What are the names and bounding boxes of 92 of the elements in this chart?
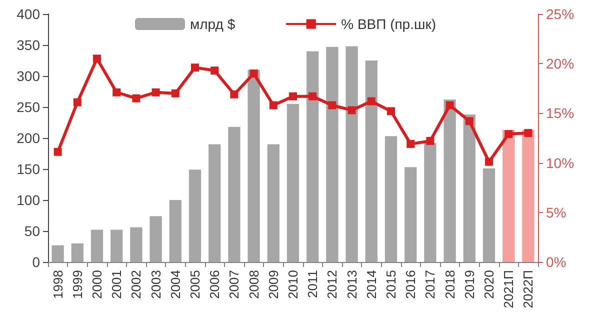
bar [286,104,300,262]
y2-tick-label: 15% [546,105,574,122]
point [524,129,532,138]
point [426,136,434,145]
point [465,117,474,126]
bar [90,230,104,262]
point [132,94,140,102]
bar [404,167,417,262]
x-tick-label: 2005 [188,270,202,299]
x-tick-label: 2015 [384,270,398,299]
point [387,107,395,116]
bar [502,130,515,262]
x-tick-label: 2007 [226,270,242,299]
y-tick-label: 0 [32,254,40,270]
point [210,66,219,75]
point [171,89,180,98]
bar [326,46,338,262]
y-tick-label: 150 [16,161,40,177]
point [348,106,356,114]
x-tick-label: 2004 [168,270,183,299]
x-tick-label: 2001 [109,270,124,299]
x-tick-label: 2009 [266,270,281,299]
point [446,101,454,110]
x-tick-label: 2021П [501,270,516,308]
x-tick-label: 2016 [403,270,418,299]
x-tick-label: 2013 [344,270,360,299]
y-tick-label: 250 [16,99,40,115]
bar [444,100,456,262]
x-tick-label: 2006 [207,270,222,299]
bar [365,60,378,262]
legend-label: % ВВП (пр.шк) [341,16,436,32]
point [406,140,415,148]
point [308,92,317,100]
point [73,98,82,106]
bar [110,230,123,262]
bar [71,243,84,262]
y2-tick-label: 25% [546,6,574,22]
y-tick-label: 400 [16,6,40,22]
legend-label: млрд $ [190,16,236,32]
x-tick-label: 2017 [422,270,438,299]
x-tick-label: 2002 [128,270,144,299]
y2-tick-label: 20% [546,56,574,72]
point [54,148,62,156]
point [485,158,493,166]
x-tick-label: 2010 [286,270,300,299]
bar [228,126,240,262]
y-tick-label: 350 [16,37,40,53]
bar [463,114,476,262]
bar [150,216,162,262]
bar [208,144,221,262]
point [191,64,199,72]
y-tick-label: 100 [16,192,40,208]
y2-tick-label: 5% [546,204,566,220]
y-tick-label: 200 [16,130,40,146]
y2-tick-label: 0% [546,254,566,270]
x-tick-label: 2003 [148,270,164,299]
x-tick-label: 1999 [70,270,85,299]
x-tick-label: 2012 [324,270,340,299]
point [504,130,513,138]
bar [384,136,398,262]
x-tick-label: 1998 [50,270,66,299]
x-tick-label: 2019 [462,270,477,299]
y-tick-label: 300 [16,68,40,84]
x-tick-label: 2008 [246,270,262,299]
point [328,101,336,110]
bar [188,170,202,262]
point [112,88,121,96]
point [269,101,278,110]
y2-tick-label: 10% [546,154,574,171]
point [93,54,101,63]
y-tick-label: 50 [24,223,40,239]
bar [52,245,64,262]
bar [306,51,319,262]
x-tick-label: 2000 [90,270,104,299]
bar [248,70,260,262]
bar [482,168,496,262]
bar [522,130,534,262]
bar [267,144,280,262]
x-tick-label: 2014 [364,270,379,299]
x-tick-label: 2020 [482,270,496,299]
bar [346,46,358,262]
point [230,90,238,98]
bar [130,227,142,262]
point [289,92,297,100]
bar [169,200,182,262]
bar [424,142,436,262]
x-tick-label: 2018 [442,270,458,299]
x-tick-label: 2022П [520,270,536,308]
point [367,97,376,106]
point [152,88,160,96]
x-tick-label: 2011 [305,270,320,298]
point [250,70,258,78]
